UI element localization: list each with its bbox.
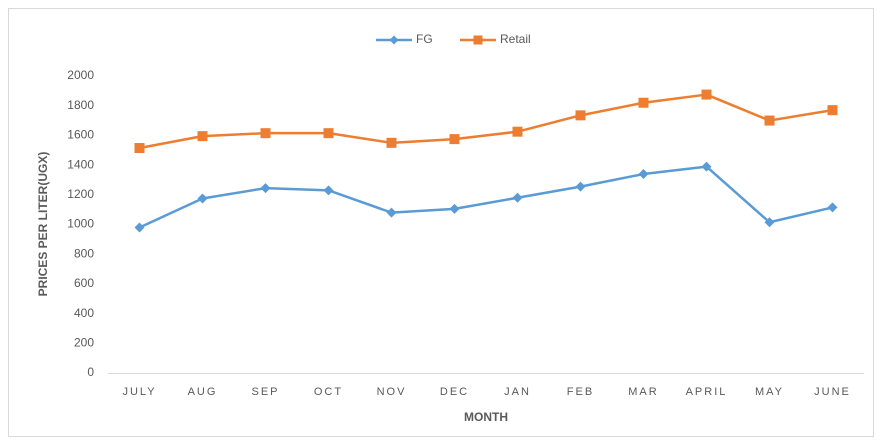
y-tick-label: 0 <box>87 365 94 379</box>
marker <box>386 207 397 218</box>
marker <box>638 169 649 180</box>
y-tick-label: 1600 <box>67 128 94 142</box>
marker <box>575 110 586 121</box>
x-tick-label: OCT <box>314 386 343 398</box>
x-axis-title: MONTH <box>464 410 508 424</box>
x-tick-label: JULY <box>122 386 156 398</box>
marker <box>134 143 145 154</box>
marker <box>386 137 397 148</box>
marker <box>134 222 145 233</box>
x-tick-label: JUNE <box>814 386 851 398</box>
legend-label: FG <box>416 32 433 46</box>
marker <box>827 105 838 116</box>
marker <box>197 193 208 204</box>
marker <box>701 89 712 100</box>
y-tick-label: 200 <box>74 335 94 349</box>
x-tick-label: MAR <box>628 386 658 398</box>
x-tick-label: MAY <box>755 386 784 398</box>
x-tick-label: DEC <box>440 386 469 398</box>
marker <box>449 134 460 145</box>
y-tick-label: 1800 <box>67 98 94 112</box>
series-line <box>138 165 833 229</box>
y-tick-label: 1000 <box>67 217 94 231</box>
legend-label: Retail <box>500 32 531 46</box>
y-axis-title: PRICES PER LITER(UGX) <box>36 152 50 297</box>
marker <box>638 97 649 108</box>
x-tick-label: SEP <box>251 386 279 398</box>
x-tick-label: NOV <box>377 386 407 398</box>
marker <box>827 202 838 213</box>
marker <box>389 35 399 45</box>
y-tick-label: 1200 <box>67 187 94 201</box>
x-tick-label: JAN <box>504 386 531 398</box>
marker <box>701 161 712 172</box>
chart-border <box>8 8 874 437</box>
marker <box>197 131 208 142</box>
x-tick-label: APRIL <box>686 386 728 398</box>
y-tick-label: 400 <box>74 306 94 320</box>
y-tick-label: 1400 <box>67 157 94 171</box>
y-tick-label: 800 <box>74 246 94 260</box>
marker <box>512 192 523 203</box>
y-tick-label: 2000 <box>67 68 94 82</box>
series-line <box>139 93 833 150</box>
y-tick-label: 600 <box>74 276 94 290</box>
marker <box>323 185 334 196</box>
marker <box>260 128 271 139</box>
marker <box>575 181 586 192</box>
marker <box>323 128 334 139</box>
marker <box>764 115 775 126</box>
marker <box>449 203 460 214</box>
marker <box>764 217 775 228</box>
x-tick-label: AUG <box>188 386 218 398</box>
x-tick-label: FEB <box>567 386 594 398</box>
marker <box>512 126 523 137</box>
marker <box>260 183 271 194</box>
marker <box>473 35 483 45</box>
